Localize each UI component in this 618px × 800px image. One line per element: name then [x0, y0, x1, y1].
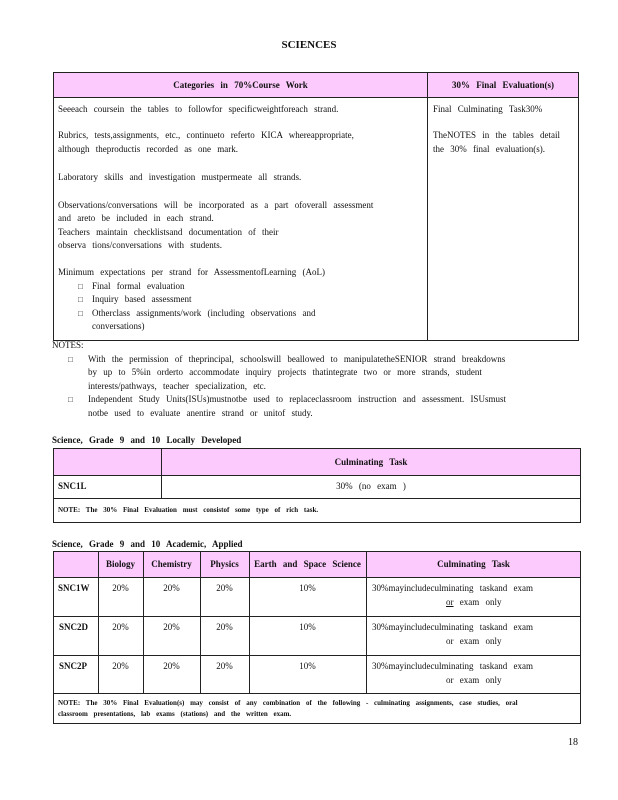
categories-table: Categories in 70%Course Work 30% Final E…: [53, 72, 579, 341]
section-title-locally-developed: Science, Grade 9 and 10 Locally Develope…: [52, 435, 242, 445]
text-line: Laboratory skills and investigation must…: [58, 172, 302, 182]
header-categories: Categories in 70%Course Work: [173, 80, 308, 90]
culminating-text: 30%mayincludeculminating taskand exam: [372, 622, 533, 632]
table-row: SNC2P 20% 20% 20% 10% 30%mayincludeculmi…: [54, 655, 580, 693]
chemistry-weight: 20%: [163, 583, 180, 593]
chemistry-weight: 20%: [163, 661, 180, 671]
table-note-line: classroom presentations, lab exams (stat…: [58, 710, 292, 718]
header-final-evaluation: 30% Final Evaluation(s): [451, 80, 554, 90]
culminating-text: 30%mayincludeculminating taskand exam: [372, 661, 533, 671]
text-line: Seeeach coursein the tables to followfor…: [58, 104, 339, 114]
note-line: With the permission of theprincipal, sch…: [88, 354, 506, 364]
biology-weight: 20%: [112, 622, 129, 632]
header-earth-space: Earth and Space Science: [254, 559, 361, 569]
bullet-item: Inquiry based assessment: [92, 294, 192, 304]
text-line: TheNOTES in the tables detail: [433, 130, 560, 140]
header-chemistry: Chemistry: [151, 559, 192, 569]
course-code: SNC1W: [58, 583, 90, 593]
culminating-text-cont: or exam only: [446, 597, 502, 608]
physics-weight: 20%: [216, 622, 233, 632]
biology-weight: 20%: [112, 661, 129, 671]
biology-weight: 20%: [112, 583, 129, 593]
course-code: SNC2P: [59, 661, 88, 671]
table-note-line: NOTE: The 30% Final Evaluation(s) may co…: [58, 699, 518, 707]
table-row: SNC2D 20% 20% 20% 10% 30%mayincludeculmi…: [54, 616, 580, 655]
text-line: Rubrics, tests,assignments, etc., contin…: [58, 130, 354, 140]
text-line: although theproductis recorded as one ma…: [58, 144, 238, 154]
exam-only: exam only: [453, 597, 502, 607]
culminating-text: 30%mayincludeculminating taskand exam: [372, 583, 533, 593]
or-underlined: or: [446, 597, 454, 607]
text-line: and areto be included in each strand.: [58, 213, 214, 223]
bullet-icon: □: [68, 355, 73, 364]
locally-developed-table: Culminating Task SNC1L 30% (no exam ) NO…: [53, 448, 581, 523]
bullet-item-cont: conversations): [92, 321, 145, 331]
earth-space-weight: 10%: [299, 583, 316, 593]
note-line: Independent Study Units(ISUs)mustnotbe u…: [88, 394, 506, 404]
table-row: SNC1W 20% 20% 20% 10% 30%mayincludeculmi…: [54, 577, 580, 616]
text-line: Final Culminating Task30%: [433, 104, 543, 114]
notes-label: NOTES:: [52, 340, 84, 350]
chemistry-weight: 20%: [163, 622, 180, 632]
text-line: Observations/conversations will be incor…: [58, 200, 374, 210]
course-code: SNC1L: [58, 481, 87, 491]
table-note: NOTE: The 30% Final Evaluation must cons…: [58, 506, 319, 514]
text-line: Minimum expectations per strand for Asse…: [58, 267, 325, 277]
bullet-icon: □: [78, 282, 83, 291]
exam-only: exam only: [453, 636, 502, 646]
page-number: 18: [568, 737, 578, 748]
note-line: notbe used to evaluate anentire strand o…: [88, 408, 313, 418]
earth-space-weight: 10%: [299, 661, 316, 671]
bullet-item: Final formal evaluation: [92, 281, 185, 291]
culminating-text-cont: or exam only: [446, 675, 502, 686]
text-line: Teachers maintain checklistsand document…: [58, 227, 279, 237]
culminating-value: 30% (no exam ): [336, 481, 406, 491]
earth-space-weight: 10%: [299, 622, 316, 632]
exam-only: exam only: [453, 675, 502, 685]
page-title: SCIENCES: [281, 39, 337, 51]
section-title-academic-applied: Science, Grade 9 and 10 Academic, Applie…: [52, 539, 243, 549]
bullet-icon: □: [78, 309, 83, 318]
note-line: interests/pathways, teacher specializati…: [88, 381, 266, 391]
academic-applied-table: Biology Chemistry Physics Earth and Spac…: [53, 551, 581, 724]
or-text: or: [446, 636, 454, 646]
header-physics: Physics: [210, 559, 239, 569]
header-culminating-task: Culminating Task: [437, 559, 510, 569]
physics-weight: 20%: [216, 583, 233, 593]
text-line: the 30% final evaluation(s).: [433, 144, 545, 154]
bullet-icon: □: [68, 395, 73, 404]
or-text: or: [446, 675, 454, 685]
bullet-item: Otherclass assignments/work (including o…: [92, 308, 316, 318]
physics-weight: 20%: [216, 661, 233, 671]
header-culminating-task: Culminating Task: [334, 457, 408, 467]
bullet-icon: □: [78, 295, 83, 304]
header-biology: Biology: [105, 559, 135, 569]
course-code: SNC2D: [59, 622, 89, 632]
culminating-text-cont: or exam only: [446, 636, 502, 647]
text-line: observa tions/conversations with student…: [58, 240, 222, 250]
note-line: by up to 5%in orderto accommodate inquir…: [88, 367, 482, 377]
